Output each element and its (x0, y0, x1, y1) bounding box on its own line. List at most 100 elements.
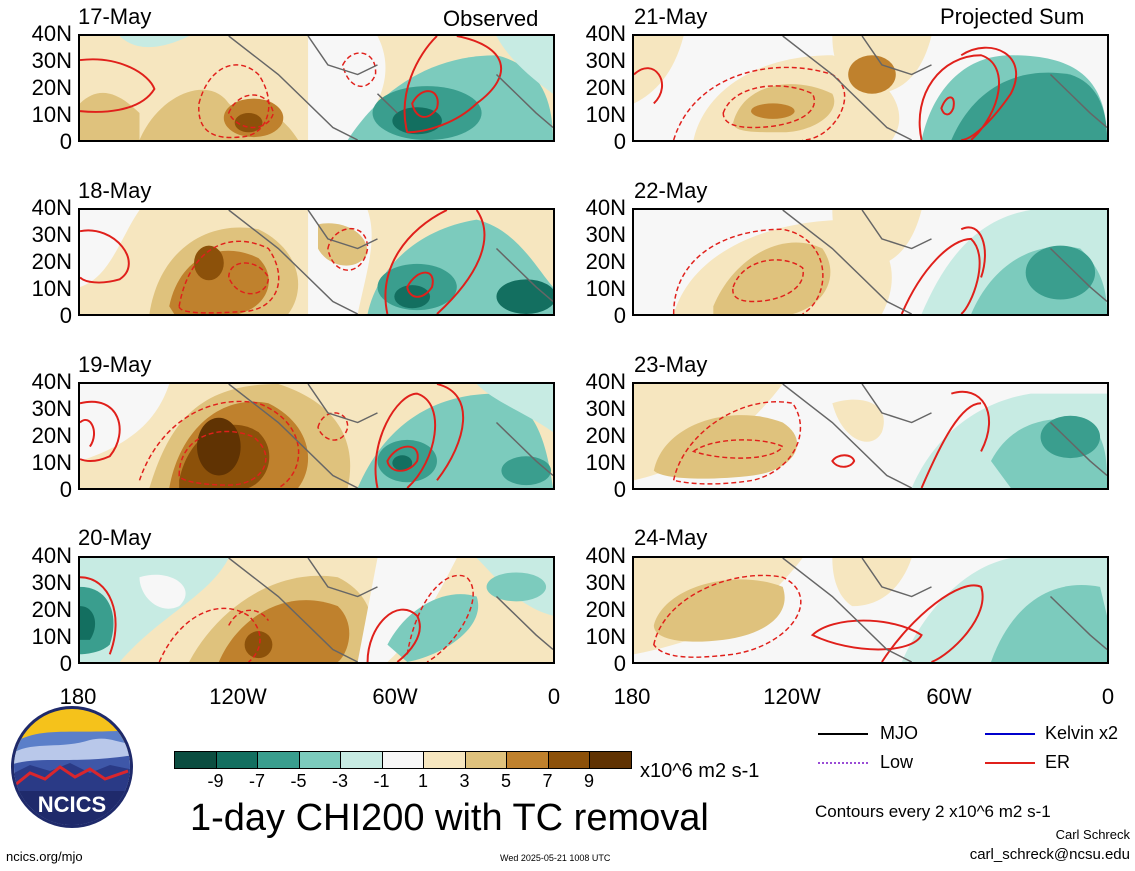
y-axis-label: 0 (613, 651, 626, 676)
x-axis-label: 60W (372, 684, 418, 709)
y-axis-label: 20N (585, 597, 626, 622)
y-axis-label: 40N (585, 369, 626, 394)
x-axis-label: 120W (763, 684, 821, 709)
y-axis-label: 20N (31, 249, 72, 274)
panel-date-label: 17-May (78, 4, 152, 29)
y-axis-label: 20N (585, 249, 626, 274)
observed-title: Observed (443, 6, 539, 31)
colorbar-tick-label: 5 (500, 771, 511, 791)
map-panel-projected-24-may (632, 556, 1109, 664)
y-axis-label: 30N (31, 222, 72, 247)
colorbar-swatch (464, 751, 507, 769)
panel-date-label: 24-May (634, 525, 708, 550)
x-axis-label: 120W (209, 684, 267, 709)
timestamp: Wed 2025-05-21 1008 UTC (500, 853, 611, 863)
map-panel-observed-17-may (78, 34, 555, 142)
y-axis-label: 30N (585, 396, 626, 421)
map-panel-observed-18-may (78, 208, 555, 316)
ncics-logo: NCICS (10, 705, 134, 829)
panel-date-label: 20-May (78, 525, 152, 550)
y-axis-label: 10N (31, 102, 72, 127)
panel-date-label: 23-May (634, 352, 708, 377)
colorbar-units: x10^6 m2 s-1 (640, 760, 760, 782)
y-axis-label: 40N (31, 195, 72, 220)
projected-title: Projected Sum (940, 4, 1085, 29)
map-panel-observed-20-may (78, 556, 555, 664)
colorbar-swatch (215, 751, 258, 769)
x-axis-label: 180 (613, 684, 651, 709)
legend-line-kelvin (985, 733, 1035, 735)
x-axis-label: 60W (926, 684, 972, 709)
y-axis-label: 0 (59, 303, 72, 328)
y-axis-label: 20N (31, 423, 72, 448)
y-axis-label: 10N (585, 276, 626, 301)
colorbar-tick-label: -5 (290, 771, 307, 791)
panel-date-label: 21-May (634, 4, 708, 29)
y-axis-label: 20N (585, 423, 626, 448)
legend-line-mjo (818, 733, 868, 735)
colorbar-swatch (506, 751, 549, 769)
y-axis-label: 40N (585, 21, 626, 46)
x-axis-label: 0 (547, 684, 561, 709)
contour-note: Contours every 2 x10^6 m2 s-1 (815, 802, 1051, 821)
colorbar-tick-label: 7 (542, 771, 553, 791)
map-panel-projected-21-may (632, 34, 1109, 142)
y-axis-label: 10N (585, 624, 626, 649)
colorbar-swatch (381, 751, 424, 769)
colorbar-swatch (298, 751, 341, 769)
y-axis-label: 30N (31, 396, 72, 421)
legend-line-low (818, 762, 868, 764)
y-axis-label: 30N (31, 570, 72, 595)
map-panel-observed-19-may (78, 382, 555, 490)
legend-label-low: Low (880, 752, 914, 772)
y-axis-label: 0 (59, 651, 72, 676)
y-axis-label: 0 (59, 129, 72, 154)
x-axis-label: 180 (59, 684, 97, 709)
y-axis-label: 40N (585, 195, 626, 220)
colorbar-tick-label: 3 (459, 771, 470, 791)
author-name: Carl Schreck (1055, 827, 1130, 842)
y-axis-label: 30N (31, 48, 72, 73)
y-axis-label: 30N (585, 570, 626, 595)
colorbar-swatch (547, 751, 590, 769)
colorbar-tick-label: -3 (331, 771, 348, 791)
y-axis-label: 20N (31, 75, 72, 100)
colorbar-tick-label: -1 (373, 771, 390, 791)
legend-line-er (985, 762, 1035, 764)
y-axis-label: 10N (31, 450, 72, 475)
y-axis-label: 10N (585, 102, 626, 127)
y-axis-label: 0 (613, 303, 626, 328)
y-axis-label: 40N (31, 21, 72, 46)
panel-date-label: 18-May (78, 178, 152, 203)
main-title: 1-day CHI200 with TC removal (190, 797, 709, 839)
colorbar-swatch (423, 751, 466, 769)
y-axis-label: 30N (585, 222, 626, 247)
colorbar-tick-label: 1 (417, 771, 428, 791)
x-axis-label: 0 (1101, 684, 1115, 709)
colorbar-tick-label: -7 (248, 771, 265, 791)
y-axis-label: 20N (585, 75, 626, 100)
y-axis-label: 40N (585, 543, 626, 568)
logo-text: NCICS (38, 792, 106, 817)
y-axis-label: 10N (31, 276, 72, 301)
y-axis-label: 0 (613, 129, 626, 154)
y-axis-label: 40N (31, 543, 72, 568)
panel-date-label: 19-May (78, 352, 152, 377)
author-email[interactable]: carl_schreck@ncsu.edu (969, 846, 1130, 863)
colorbar-tick-label: 9 (583, 771, 594, 791)
y-axis-label: 30N (585, 48, 626, 73)
y-axis-label: 40N (31, 369, 72, 394)
colorbar-swatch (340, 751, 383, 769)
website-link[interactable]: ncics.org/mjo (6, 849, 83, 864)
y-axis-label: 0 (59, 477, 72, 502)
legend-label-er: ER (1045, 752, 1071, 772)
y-axis-label: 10N (585, 450, 626, 475)
colorbar-tick-label: -9 (207, 771, 224, 791)
colorbar-swatch (257, 751, 300, 769)
colorbar-swatch (589, 751, 632, 769)
map-panel-projected-22-may (632, 208, 1109, 316)
map-panel-projected-23-may (632, 382, 1109, 490)
y-axis-label: 20N (31, 597, 72, 622)
y-axis-label: 0 (613, 477, 626, 502)
y-axis-label: 10N (31, 624, 72, 649)
